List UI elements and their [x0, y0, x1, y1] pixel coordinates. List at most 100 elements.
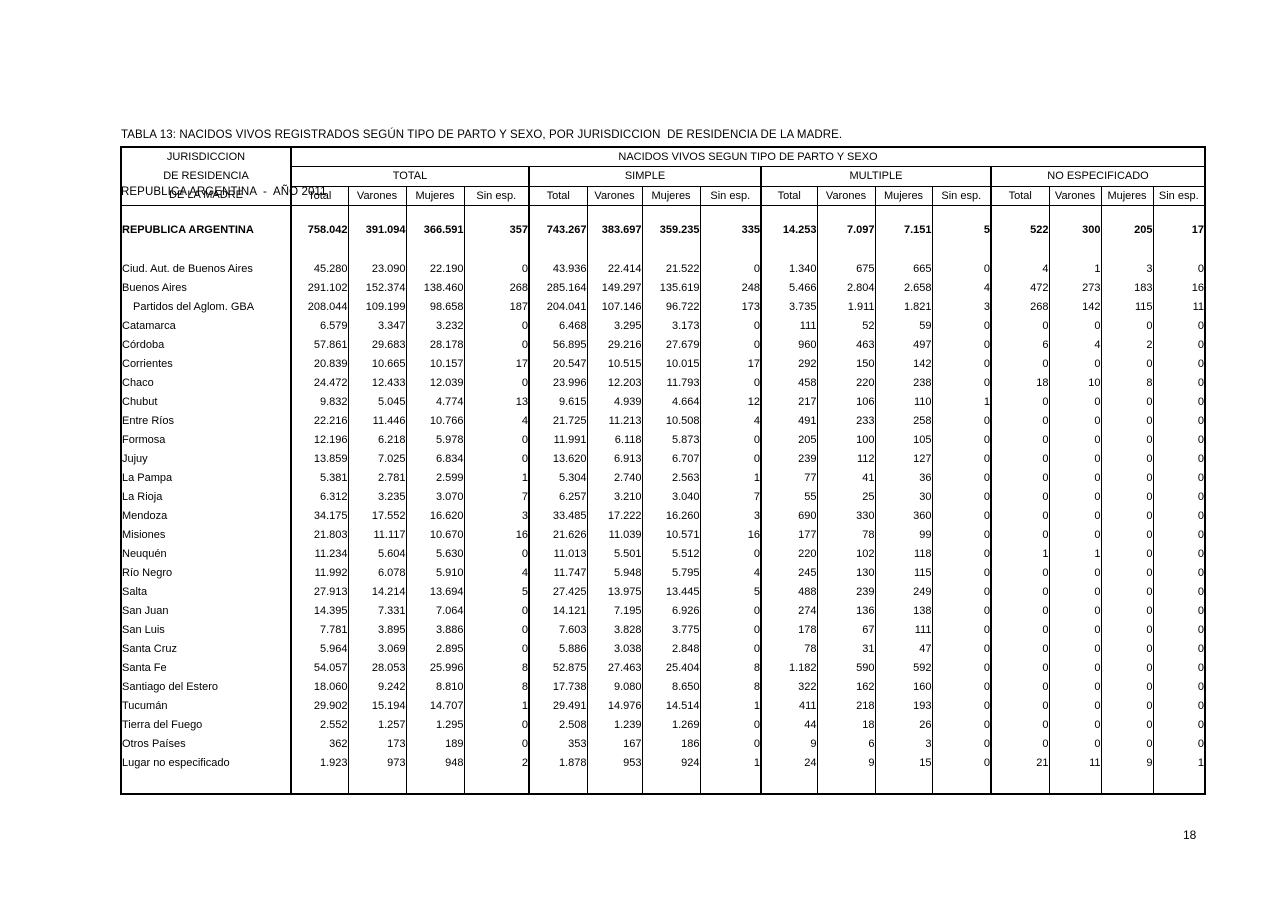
- table-cell: 0: [1152, 715, 1205, 735]
- table-cell: 3: [1100, 259, 1153, 279]
- table-cell: 6: [816, 734, 875, 754]
- table-cell: 690: [760, 506, 817, 526]
- table-cell: 21: [990, 753, 1049, 773]
- row-label: Río Negro: [121, 563, 292, 583]
- table-cell: 6.257: [528, 487, 587, 507]
- table-row: Chaco 24.472 12.433 12.039 0 23.996 12.203 11.7…: [121, 373, 1205, 393]
- table-cell: 0: [931, 259, 991, 279]
- table-cell: 5.873: [641, 430, 700, 450]
- table-cell: 12.039: [405, 373, 464, 393]
- table-cell: 28.053: [347, 658, 406, 678]
- table-cell: 2.781: [347, 468, 406, 488]
- table-cell: 0: [931, 354, 991, 374]
- table-cell: 0: [1100, 392, 1153, 412]
- table-cell: 5.630: [405, 544, 464, 564]
- table-cell: 0: [1100, 563, 1153, 583]
- table-cell: 258: [874, 411, 932, 431]
- table-cell: 5.948: [586, 563, 642, 583]
- table-cell: 268: [990, 297, 1049, 317]
- table-cell: 2.848: [641, 639, 700, 659]
- table-cell: 0: [990, 696, 1049, 716]
- table-cell: 0: [699, 734, 761, 754]
- table-cell: 0: [1152, 392, 1205, 412]
- table-cell: 177: [760, 525, 817, 545]
- row-label: Lugar no especificado: [121, 753, 292, 773]
- table-cell: 13.859: [290, 449, 348, 469]
- subcol-header: Sin esp.: [1152, 186, 1205, 206]
- table-cell: 78: [760, 639, 817, 659]
- table-cell: 0: [1048, 506, 1101, 526]
- table-cell: 245: [760, 563, 817, 583]
- table-cell: 0: [463, 449, 529, 469]
- table-cell: 0: [1100, 430, 1153, 450]
- table-cell: 0: [990, 430, 1049, 450]
- table-row: Otros Países 362 173 189 0 353 167 186 0 9 6 3 0 0 0 0 0: [121, 734, 1205, 754]
- row-label: San Luis: [121, 620, 292, 640]
- table-cell: 7.097: [816, 216, 875, 243]
- table-cell: [586, 772, 642, 794]
- table-cell: 15.194: [347, 696, 406, 716]
- table-cell: 0: [463, 639, 529, 659]
- table-cell: 7.195: [586, 601, 642, 621]
- table-cell: 0: [1100, 696, 1153, 716]
- table-cell: 3.828: [586, 620, 642, 640]
- table-cell: 285.164: [528, 278, 587, 298]
- table-row: Santiago del Estero 18.060 9.242 8.810 8 17.7…: [121, 677, 1205, 697]
- table-cell: 8.810: [405, 677, 464, 697]
- table-cell: 109.199: [347, 297, 406, 317]
- table-cell: 150: [816, 354, 875, 374]
- table-cell: 167: [586, 734, 642, 754]
- table-cell: 0: [463, 259, 529, 279]
- table-cell: 25: [816, 487, 875, 507]
- table-cell: 7.151: [874, 216, 932, 243]
- table-cell: 2.508: [528, 715, 587, 735]
- table-cell: 55: [760, 487, 817, 507]
- table-cell: 208.044: [290, 297, 348, 317]
- table-cell: [347, 242, 406, 260]
- table-cell: 0: [1100, 354, 1153, 374]
- table-cell: [463, 205, 529, 217]
- table-row: Córdoba 57.861 29.683 28.178 0 56.895 29.216 27…: [121, 335, 1205, 355]
- table-cell: 5.045: [347, 392, 406, 412]
- table-cell: [1152, 205, 1205, 217]
- table-cell: 0: [1100, 715, 1153, 735]
- table-cell: 152.374: [347, 278, 406, 298]
- table-cell: 27.425: [528, 582, 587, 602]
- table-cell: 24.472: [290, 373, 348, 393]
- table-cell: [1048, 205, 1101, 217]
- table-cell: 0: [699, 601, 761, 621]
- table-cell: 11.991: [528, 430, 587, 450]
- table-cell: 4: [463, 411, 529, 431]
- table-cell: 3: [931, 297, 991, 317]
- header-row-1: JURISDICCION DE RESIDENCIA DE LA MADRE NACI…: [121, 147, 1205, 206]
- table-cell: 238: [874, 373, 932, 393]
- table-cell: 10.157: [405, 354, 464, 374]
- table-cell: 110: [874, 392, 932, 412]
- table-cell: 1: [699, 696, 761, 716]
- table-row: Lugar no especificado 1.923 973 948 2 1.878 95…: [121, 753, 1205, 773]
- table-cell: 8: [463, 677, 529, 697]
- table-cell: 3.070: [405, 487, 464, 507]
- table-cell: 3.040: [641, 487, 700, 507]
- table-cell: 0: [1152, 601, 1205, 621]
- table-cell: 0: [1048, 525, 1101, 545]
- title-line-1: TABLA 13: NACIDOS VIVOS REGISTRADOS SEGÚ…: [121, 129, 843, 141]
- table-cell: 27.463: [586, 658, 642, 678]
- table-cell: 29.683: [347, 335, 406, 355]
- table-cell: 138: [874, 601, 932, 621]
- table-cell: [1100, 242, 1153, 260]
- table-cell: 291.102: [290, 278, 348, 298]
- table-cell: 29.216: [586, 335, 642, 355]
- table-cell: 102: [816, 544, 875, 564]
- table-cell: 25.404: [641, 658, 700, 678]
- table-cell: 7.331: [347, 601, 406, 621]
- subcol-header: Total: [760, 186, 817, 206]
- subcol-header: Mujeres: [874, 186, 932, 206]
- table-cell: 330: [816, 506, 875, 526]
- table-cell: 22.190: [405, 259, 464, 279]
- row-label: Entre Ríos: [121, 411, 292, 431]
- table-row: Catamarca 6.579 3.347 3.232 0 6.468 3.295 3.173…: [121, 316, 1205, 336]
- table-cell: 0: [1100, 525, 1153, 545]
- table-cell: 7.064: [405, 601, 464, 621]
- table-cell: 0: [931, 506, 991, 526]
